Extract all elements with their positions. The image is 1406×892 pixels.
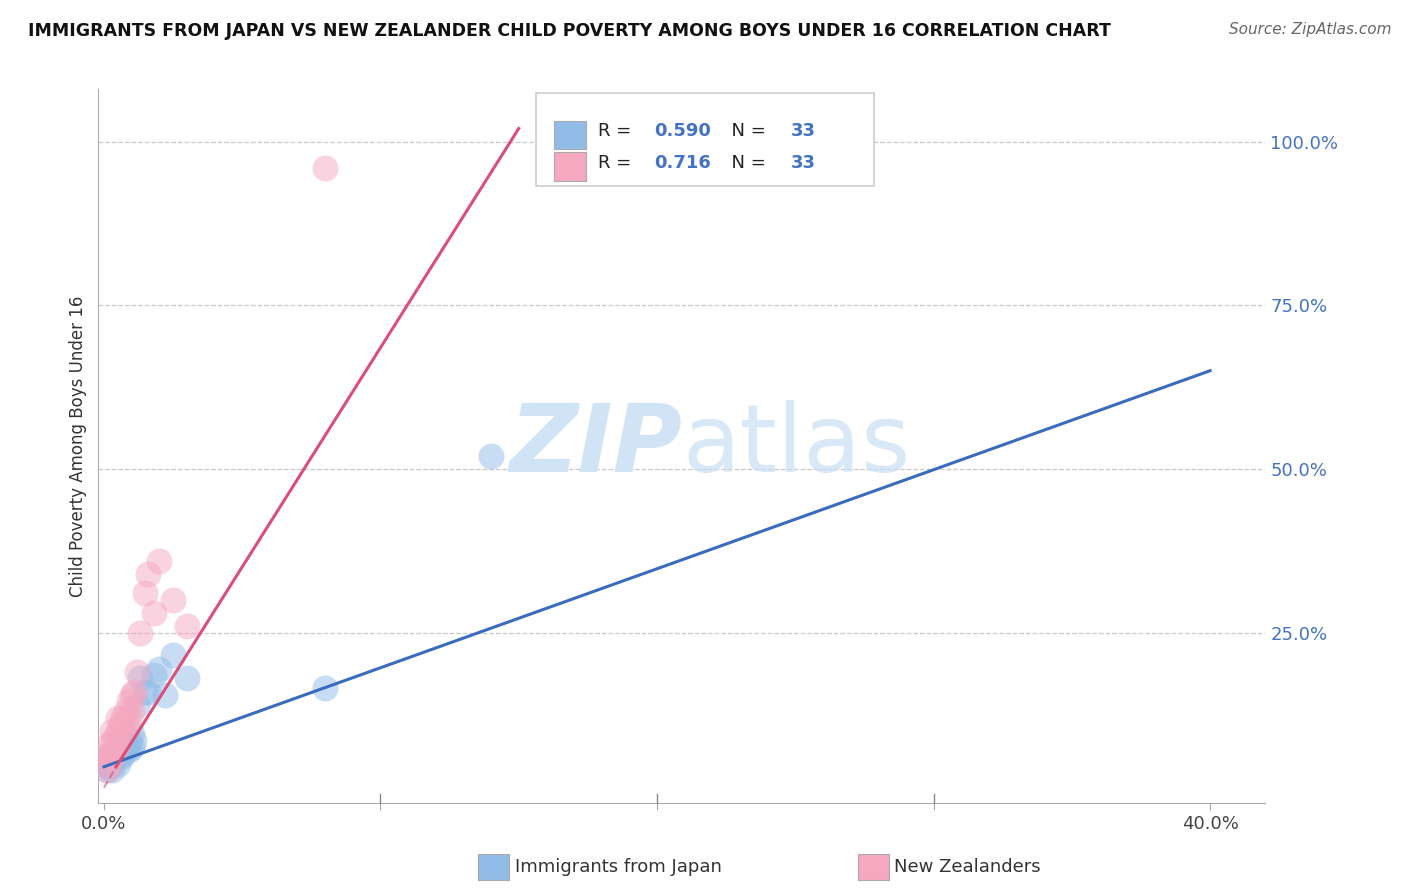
Point: [127, 698, 149, 712]
Point: [115, 740, 138, 755]
Point: [124, 733, 146, 747]
Text: ZIP: ZIP: [509, 400, 682, 492]
Point: [124, 684, 146, 698]
Point: [98, 747, 121, 761]
Text: N =: N =: [720, 122, 772, 140]
Text: 33: 33: [790, 154, 815, 172]
Point: [104, 750, 127, 764]
Point: [118, 711, 141, 725]
Point: [107, 756, 129, 771]
Point: [110, 740, 132, 755]
Point: [142, 668, 165, 682]
Point: [115, 737, 138, 751]
Text: 33: 33: [790, 122, 815, 140]
Point: [176, 672, 198, 686]
Text: R =: R =: [598, 154, 637, 172]
Point: [121, 740, 143, 755]
Text: R =: R =: [598, 122, 637, 140]
Point: [107, 723, 129, 738]
Point: [115, 717, 138, 731]
Point: [162, 592, 184, 607]
Point: [162, 648, 184, 663]
Point: [148, 662, 170, 676]
Point: [153, 688, 176, 702]
Text: N =: N =: [720, 154, 772, 172]
Text: Immigrants from Japan: Immigrants from Japan: [515, 858, 721, 876]
Point: [101, 723, 124, 738]
Point: [104, 743, 127, 757]
Point: [121, 704, 143, 718]
Point: [107, 737, 129, 751]
FancyBboxPatch shape: [554, 153, 586, 181]
FancyBboxPatch shape: [554, 120, 586, 149]
Point: [98, 756, 121, 771]
Point: [176, 619, 198, 633]
Point: [101, 753, 124, 767]
Point: [112, 747, 135, 761]
Point: [107, 747, 129, 761]
Text: 0.590: 0.590: [654, 122, 711, 140]
Point: [121, 688, 143, 702]
Point: [101, 763, 124, 777]
Point: [134, 684, 156, 698]
Point: [115, 704, 138, 718]
Point: [96, 763, 118, 777]
Text: atlas: atlas: [682, 400, 910, 492]
Point: [136, 684, 159, 698]
Point: [101, 750, 124, 764]
Point: [314, 681, 336, 696]
Text: Source: ZipAtlas.com: Source: ZipAtlas.com: [1229, 22, 1392, 37]
Point: [142, 606, 165, 620]
Point: [101, 737, 124, 751]
FancyBboxPatch shape: [536, 93, 875, 186]
Point: [112, 740, 135, 755]
Point: [118, 694, 141, 708]
Point: [148, 553, 170, 567]
Point: [98, 760, 121, 774]
Point: [96, 750, 118, 764]
Point: [98, 737, 121, 751]
Y-axis label: Child Poverty Among Boys Under 16: Child Poverty Among Boys Under 16: [69, 295, 87, 597]
Point: [107, 711, 129, 725]
Point: [112, 723, 135, 738]
Text: IMMIGRANTS FROM JAPAN VS NEW ZEALANDER CHILD POVERTY AMONG BOYS UNDER 16 CORRELA: IMMIGRANTS FROM JAPAN VS NEW ZEALANDER C…: [28, 22, 1111, 40]
Point: [107, 737, 129, 751]
Point: [96, 763, 118, 777]
Text: New Zealanders: New Zealanders: [894, 858, 1040, 876]
Point: [127, 665, 149, 679]
Point: [314, 161, 336, 175]
Point: [110, 717, 132, 731]
Text: 0.716: 0.716: [654, 154, 711, 172]
Point: [118, 733, 141, 747]
Point: [479, 449, 502, 463]
Point: [110, 750, 132, 764]
Point: [104, 743, 127, 757]
Point: [112, 711, 135, 725]
Point: [136, 566, 159, 581]
Point: [96, 756, 118, 771]
Point: [129, 625, 152, 640]
Point: [129, 672, 152, 686]
Point: [118, 743, 141, 757]
Point: [110, 727, 132, 741]
Point: [121, 727, 143, 741]
Point: [104, 731, 127, 745]
Point: [98, 750, 121, 764]
Point: [134, 586, 156, 600]
